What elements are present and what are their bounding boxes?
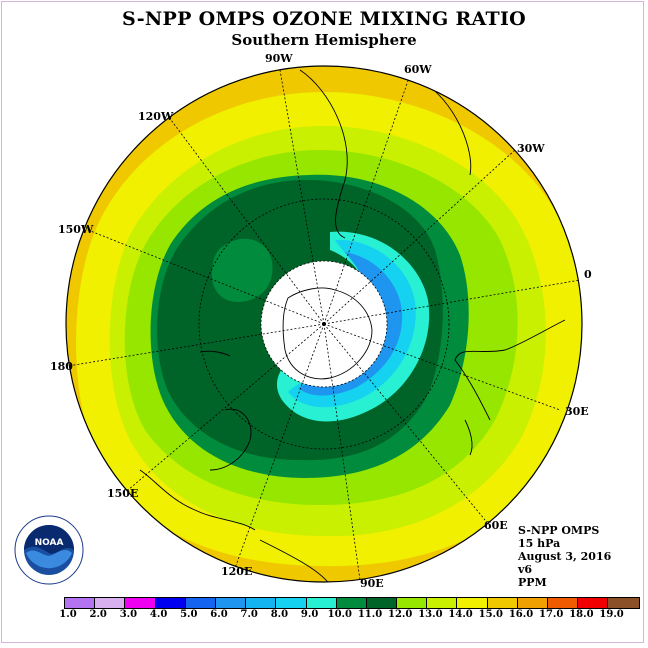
color-bar-swatch — [65, 598, 96, 608]
color-bar-tick-label: 13.0 — [418, 609, 443, 620]
color-bar-tick-label: 17.0 — [539, 609, 564, 620]
color-bar-swatch — [155, 598, 186, 608]
info-level: 15 hPa — [518, 537, 561, 550]
color-bar-swatch — [125, 598, 156, 608]
color-bar-tick-label: 4.0 — [149, 609, 168, 620]
info-instrument: S-NPP OMPS — [518, 524, 600, 537]
color-bar-tick-label: 5.0 — [180, 609, 198, 620]
color-bar — [64, 597, 640, 609]
lon-label-60w: 60W — [404, 63, 432, 76]
color-bar-tick-label: 2.0 — [89, 609, 107, 620]
color-bar-swatch — [276, 598, 307, 608]
lon-label-180: 180 — [50, 360, 73, 373]
noaa-logo: NOAA — [14, 515, 84, 585]
color-bar-swatch — [397, 598, 428, 608]
lon-label-120e: 120E — [221, 565, 253, 578]
color-bar-swatch — [246, 598, 277, 608]
lon-label-60e: 60E — [484, 519, 508, 532]
lon-label-120w: 120W — [138, 110, 174, 123]
color-bar-tick-label: 8.0 — [270, 609, 289, 620]
info-date: August 3, 2016 — [518, 550, 612, 563]
lon-label-30w: 30W — [517, 142, 545, 155]
lon-label-150e: 150E — [107, 487, 139, 500]
color-bar-tick-label: 14.0 — [448, 609, 473, 620]
map-subtitle: Southern Hemisphere — [231, 31, 417, 49]
lon-label-150w: 150W — [58, 223, 94, 236]
color-bar-swatch — [215, 598, 247, 608]
info-version: v6 — [518, 563, 533, 576]
color-bar-tick-label: 12.0 — [388, 609, 413, 620]
info-units: PPM — [518, 576, 547, 589]
map-title: S-NPP OMPS OZONE MIXING RATIO — [121, 8, 527, 30]
color-bar-swatch — [336, 598, 367, 608]
color-bar-tick-label: 6.0 — [210, 609, 228, 620]
lon-label-90e: 90E — [360, 577, 384, 590]
lon-label-90w: 90W — [265, 52, 293, 65]
color-bar-swatch — [95, 598, 126, 608]
color-bar-swatch — [548, 598, 579, 608]
color-bar-tick-label: 1.0 — [59, 609, 77, 620]
color-bar-tick-label: 3.0 — [119, 609, 138, 620]
color-bar-tick-label: 15.0 — [478, 609, 503, 620]
color-bar-tick-label: 19.0 — [599, 609, 624, 620]
band-green-patch — [211, 238, 273, 303]
color-bar-swatch — [306, 598, 337, 608]
color-bar-swatch — [185, 598, 216, 608]
lon-label-0: 0 — [584, 268, 592, 281]
color-bar-tick-label: 16.0 — [508, 609, 534, 620]
color-bar-tick-label: 11.0 — [357, 609, 383, 620]
color-bar-swatch — [517, 598, 548, 608]
color-bar-swatch — [427, 598, 458, 608]
color-bar-tick-label: 9.0 — [300, 609, 319, 620]
color-bar-swatch — [366, 598, 398, 608]
color-bar-swatch — [487, 598, 518, 608]
noaa-logo-text: NOAA — [35, 538, 64, 548]
color-bar-tick-label: 18.0 — [569, 609, 594, 620]
info-block: S-NPP OMPS 15 hPa August 3, 2016 v6 PPM — [518, 524, 611, 589]
color-bar-swatch — [608, 598, 639, 608]
lon-label-30e: 30E — [565, 405, 589, 418]
color-bar-swatch — [578, 598, 609, 608]
color-bar-tick-label: 7.0 — [240, 609, 258, 620]
color-bar-tick-label: 10.0 — [327, 609, 352, 620]
color-bar-swatch — [457, 598, 488, 608]
map-border — [65, 65, 583, 583]
